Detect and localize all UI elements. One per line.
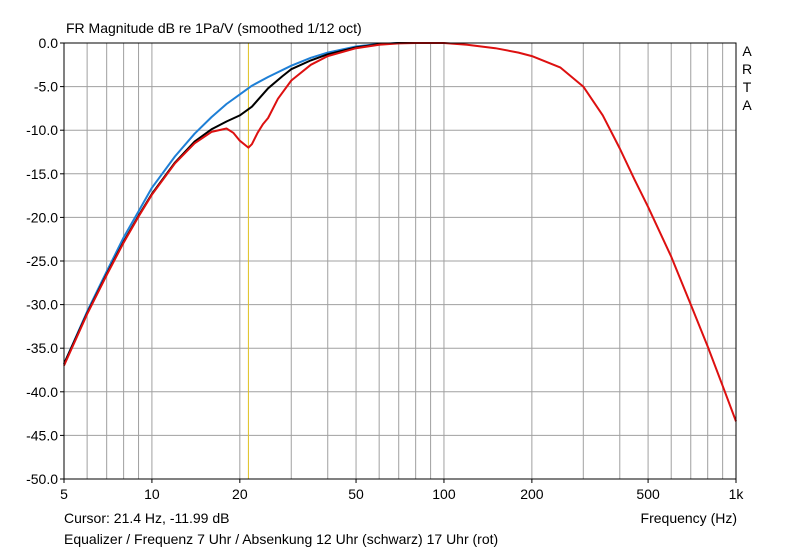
y-tick-label: -35.0 — [26, 340, 58, 356]
y-tick-label: -50.0 — [26, 471, 58, 487]
cursor-readout: Cursor: 21.4 Hz, -11.99 dB — [64, 510, 230, 526]
x-tick-label: 200 — [520, 486, 544, 502]
brand-letter: R — [741, 61, 753, 77]
x-tick-label: 10 — [144, 486, 160, 502]
x-tick-label: 100 — [432, 486, 456, 502]
x-tick-label: 20 — [232, 486, 248, 502]
measurement-description: Equalizer / Frequenz 7 Uhr / Absenkung 1… — [64, 531, 499, 547]
brand-letter: A — [742, 97, 752, 113]
tick-labels: 0.0 -5.0 -10.0 -15.0 -20.0 -25.0 -30.0 -35.0 -40… — [26, 35, 744, 502]
y-tick-label: -30.0 — [26, 297, 58, 313]
brand-letter: T — [742, 79, 752, 95]
y-tick-label: -10.0 — [26, 122, 58, 138]
x-tick-label: 5 — [60, 486, 68, 502]
y-tick-label: 0.0 — [39, 35, 59, 51]
chart-title: FR Magnitude dB re 1Pa/V (smoothed 1/12 … — [66, 20, 362, 36]
y-tick-label: -15.0 — [26, 166, 58, 182]
x-axis-label: Frequency (Hz) — [640, 510, 737, 526]
y-tick-label: -40.0 — [26, 384, 58, 400]
grid — [64, 43, 736, 479]
y-tick-label: -25.0 — [26, 253, 58, 269]
y-tick-label: -45.0 — [26, 427, 58, 443]
brand-logo: A R T A — [740, 42, 754, 114]
series-line-0 — [63, 42, 416, 365]
series-line-2 — [63, 42, 737, 422]
x-tick-label: 500 — [636, 486, 660, 502]
y-tick-label: -20.0 — [26, 209, 58, 225]
x-tick-label: 50 — [348, 486, 364, 502]
x-tick-label: 1k — [729, 486, 745, 502]
y-tick-label: -5.0 — [34, 79, 58, 95]
brand-letter: A — [742, 43, 752, 59]
